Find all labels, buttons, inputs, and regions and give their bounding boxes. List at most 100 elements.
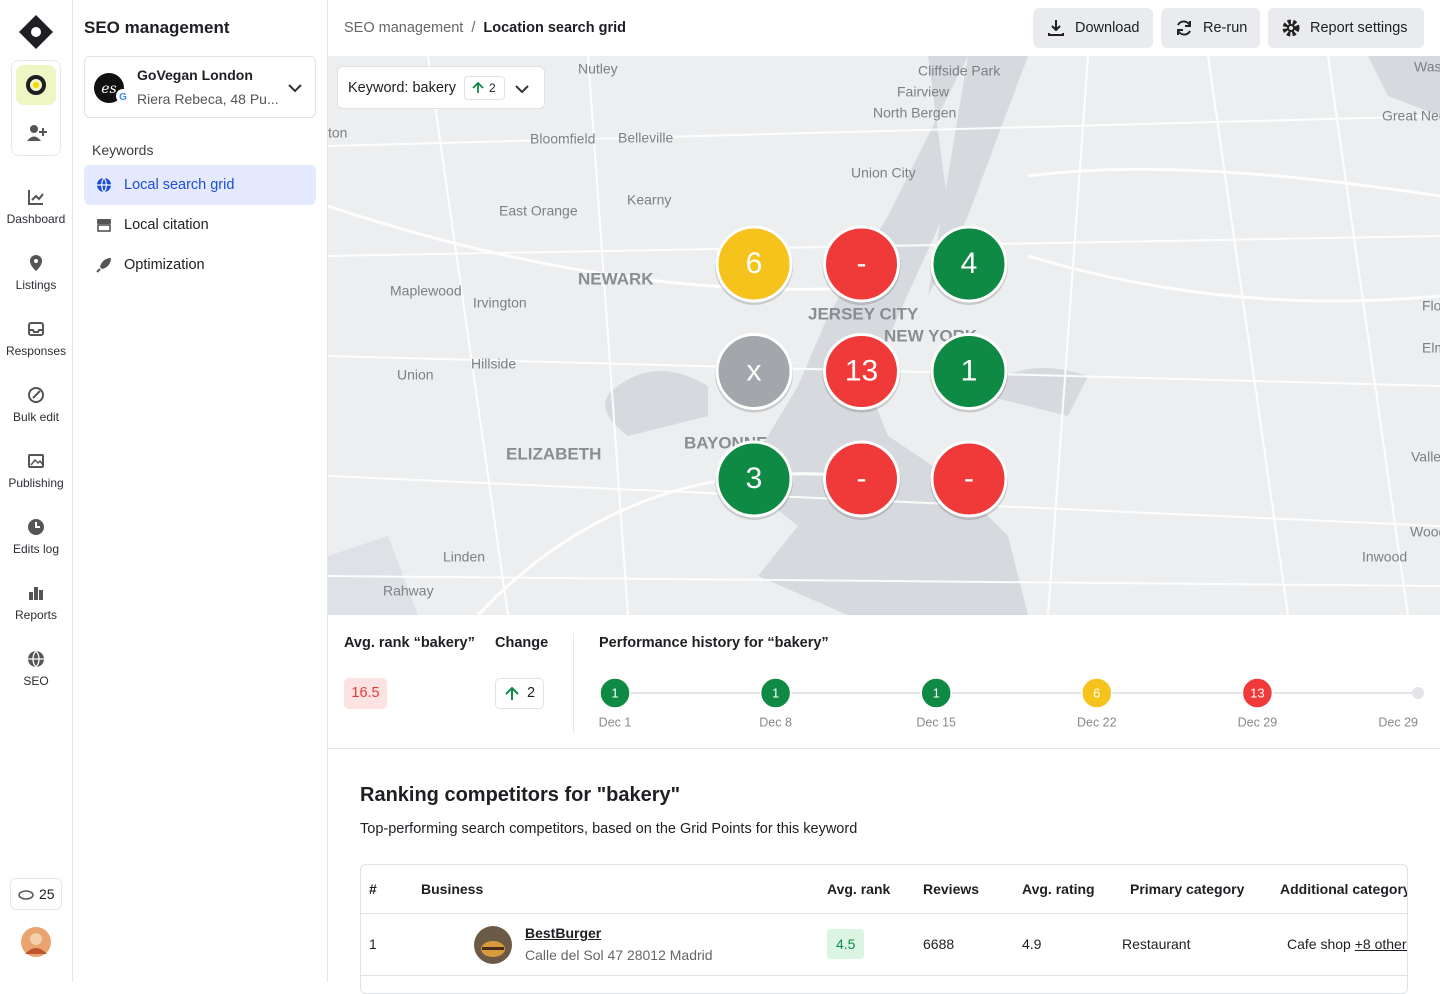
grid-point-label: 3 [746,462,763,495]
svg-text:es: es [101,81,116,97]
nav-label: Publishing [8,476,64,490]
section-label: Keywords [92,142,154,158]
map-label: Great Neck [1382,108,1440,124]
map-label: Irvington [473,295,527,311]
breadcrumb: SEO management / Location search grid [344,20,626,36]
map-label: North Bergen [873,105,956,121]
competitors-table-frame: # Business Avg. rank Reviews Avg. rating… [360,864,1408,994]
nav-item[interactable]: Bulk edit [0,386,72,424]
map-label: ton [328,125,347,141]
rank-cell: 1 [369,936,377,952]
nav-item[interactable]: Reports [0,584,72,622]
map-label: Fairview [897,84,950,100]
map-label: Belleville [618,130,673,146]
header-row: # Business Avg. rank Reviews Avg. rating… [361,865,1407,913]
history-rank: 1 [611,685,618,700]
more-link[interactable]: +8 others [1354,936,1408,952]
sidebar-item[interactable]: Local search grid [84,165,316,205]
map-label: Nutley [578,61,618,77]
map-label: Hillside [471,356,516,372]
change-badge: 2 [495,678,544,709]
history-rank: 1 [933,685,940,700]
nav-label: Responses [5,344,67,358]
keyword-change-value: 2 [489,81,496,95]
nav-label: SEO [23,674,49,688]
competitors-title: Ranking competitors for "bakery" [360,784,681,806]
column-header: Business [421,880,484,897]
keyword-selector[interactable]: Keyword: bakery 2 [337,66,545,109]
breadcrumb-link[interactable]: SEO management [344,20,464,36]
logo [19,15,53,49]
nav-item[interactable]: Edits log [0,518,72,556]
competitors-subtitle: Top-performing search competitors, based… [360,821,858,837]
credits-badge[interactable]: 25 [10,878,62,910]
column-header: Avg. rating [1022,880,1095,897]
keyword-label: Keyword: bakery [348,80,456,96]
credits-count: 25 [39,886,55,902]
sidebar-label: Local citation [124,217,209,233]
nav-label: Edits log [12,542,60,556]
sidebar-title: SEO management [84,18,230,37]
nav-rail: Dashboard Listings Responses Bulk edit P… [0,0,73,982]
business-cell: BestBurger Calle del Sol 47 28012 Madrid [413,913,819,975]
nav-item[interactable]: Responses [0,320,72,358]
grid-point [715,440,793,518]
avg-rank-title: Avg. rank “bakery” [344,635,475,651]
history-timeline: 1 Dec 1 1 Dec 8 1 Dec 15 6 Dec 22 13 Dec 29 Dec 29 [599,677,1424,729]
top-bar: SEO management / Location search grid Do… [328,0,1440,56]
avg-rank-badge: 4.5 [827,929,865,959]
map-label: Was [1414,59,1440,75]
map-label: Union City [851,165,916,181]
history-date: Dec 8 [759,715,792,729]
account-switch [11,60,61,156]
column-header: Reviews [923,880,980,897]
rerun-button[interactable]: Re-run [1161,8,1260,48]
history-point [759,677,792,709]
grid-point [930,333,1008,410]
map-label: East Orange [499,203,578,219]
download-button[interactable]: Download [1033,8,1153,48]
competitor-row: 1 BestBurger Calle del Sol 47 28012 Madri… [361,913,1408,975]
business-selector[interactable]: es G GoVegan London Riera Rebeca, 48 Pu..… [84,56,316,118]
nav-item[interactable]: Dashboard [0,188,72,226]
button-label: Download [1075,20,1140,36]
rank-grid: 6-4x 13 13- - [715,225,1008,520]
map: Nutley Cliffside Park Fairview North Bergen… [328,56,1440,615]
map-label: Woodm [1410,524,1440,540]
map-label: Elmo [1422,340,1440,356]
nav-item[interactable]: Publishing [0,452,72,490]
map-label: Cliffside Park [918,63,1001,79]
breadcrumb-separator: / [471,20,476,36]
map-label: Valley [1411,449,1440,465]
column-header: Primary category [1130,880,1245,897]
change-value: 2 [527,685,536,701]
button-label: Re-run [1203,20,1248,36]
sidebar: SEO management es G GoVegan London Riera … [73,0,328,982]
map-labels: Nutley Cliffside Park Fairview North Bergen… [328,59,1440,599]
sidebar-label: Optimization [124,257,205,273]
history-rank: 13 [1250,685,1264,700]
avg-rank-cell: 4.5 [819,913,915,975]
grid-point-label: 1 [961,354,978,387]
grid-point [823,440,900,518]
nav-label: Bulk edit [12,410,60,424]
sidebar-item[interactable]: Local citation [84,205,316,245]
keyword-change: 2 [464,76,505,100]
primary-cell: Restaurant [1122,936,1191,952]
map-label: Maplewood [390,283,462,299]
map-label: Floral [1422,298,1440,314]
sidebar-item[interactable]: Optimization [84,245,316,285]
change-title: Change [495,635,549,651]
business-link[interactable]: BestBurger [525,925,602,941]
history-title: Performance history for “bakery” [599,635,829,651]
history-date: Dec 29 [1238,715,1278,729]
map-label: ELIZABETH [506,444,601,463]
grid-point-label: - [964,462,974,495]
avatar[interactable] [20,926,52,958]
history-point [599,677,631,709]
map-label: Bloomfield [530,131,595,147]
report-settings-button[interactable]: Report settings [1268,8,1424,48]
nav-item[interactable]: Listings [0,254,72,292]
nav-item[interactable]: SEO [0,650,72,688]
